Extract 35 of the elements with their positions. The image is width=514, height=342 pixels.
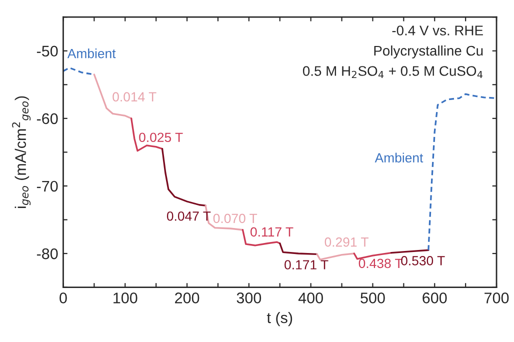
line-series xyxy=(428,93,497,251)
annotation: 0.5 M H$_{2}$SO$_{4}$ + 0.5 M CuSO$_{4}$ xyxy=(302,66,483,78)
y-axis-title: i$_{geo}$ (mA/cm$^{2}$$_{geo}$) xyxy=(12,96,31,208)
series-label: 0.014 T xyxy=(112,92,156,102)
line-series xyxy=(353,252,392,260)
x-tick-label: 500 xyxy=(360,292,385,304)
series-label: 0.047 T xyxy=(166,211,211,221)
x-tick-label: 200 xyxy=(175,292,200,304)
series-label: Ambient xyxy=(67,48,116,58)
y-tick-label: -60 xyxy=(36,113,58,124)
x-axis-title: t (s) xyxy=(266,312,292,326)
series-label: 0.171 T xyxy=(284,260,328,270)
line-series xyxy=(279,242,318,256)
x-tick-label: 300 xyxy=(236,292,262,304)
y-tick-label: -50 xyxy=(36,46,58,57)
series-label: 0.025 T xyxy=(139,132,183,142)
series-label: 0.070 T xyxy=(213,214,258,224)
annotation: Polycrystalline Cu xyxy=(374,45,483,58)
series-label: 0.438 T xyxy=(358,258,403,268)
x-tick-label: 700 xyxy=(484,292,509,304)
line-series xyxy=(204,204,244,231)
line-series xyxy=(316,252,355,260)
x-tick-label: 100 xyxy=(114,292,138,304)
x-tick-label: 0 xyxy=(60,292,67,304)
y-tick-label: -70 xyxy=(36,180,58,192)
series-label: 0.291 T xyxy=(324,237,368,247)
x-tick-label: 400 xyxy=(298,292,323,304)
series-label: Ambient xyxy=(374,152,424,162)
x-tick-label: 600 xyxy=(422,292,447,304)
series-label: 0.117 T xyxy=(250,227,294,237)
annotation: -0.4 V vs. RHE xyxy=(392,26,483,36)
series-label: 0.530 T xyxy=(401,256,445,266)
y-tick-label: -80 xyxy=(36,248,58,260)
line-series xyxy=(161,148,206,206)
line-series xyxy=(242,229,281,246)
